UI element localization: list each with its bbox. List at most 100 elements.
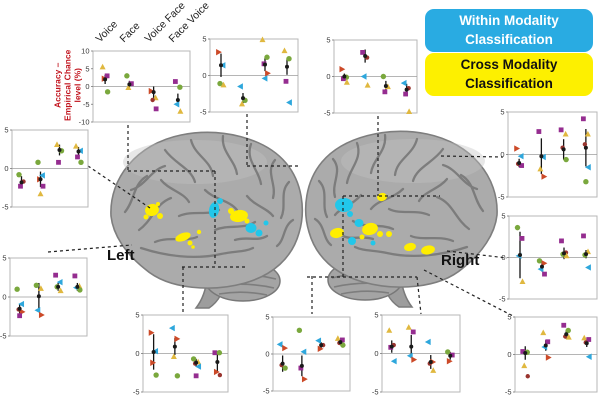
data-point-triangle-up [565,334,572,340]
axis-tick-label: 5 [374,311,378,320]
data-point-circle [124,73,130,79]
mean-marker [584,341,589,346]
group-voice [520,346,530,379]
legend-within-line2: Classification [465,31,553,47]
group-voice-face [424,338,437,373]
mean-marker [389,344,394,349]
data-point-triangle-left [168,324,175,332]
group-face-voice [445,349,455,365]
group-face-voice [581,233,591,271]
data-point-triangle-left [173,101,180,108]
mean-marker [285,64,289,69]
data-point-circle [35,159,41,166]
data-point-triangle-left [300,348,307,355]
group-voice [14,286,26,319]
data-point-triangle-left [400,79,407,87]
mean-marker [583,145,588,150]
data-point-triangle-left [18,300,25,308]
data-point-square [283,78,289,84]
axis-tick-label: -10 [79,118,90,127]
data-point-square [542,271,547,277]
mean-marker [299,363,304,368]
data-point-triangle-up [584,130,591,137]
right-brain-cross-modality-blobs [330,192,435,255]
data-point-circle [16,171,22,178]
group-face-voice [581,334,592,360]
scatter-plot-right-middle: 5 0 -5 [499,212,598,304]
group-face [536,129,548,180]
right-brain-illustration [304,130,499,309]
mean-marker [404,87,409,92]
mean-marker [38,177,43,182]
data-point-circle [153,372,159,378]
region-connector-lines [47,114,516,318]
data-point-circle [380,73,387,80]
scatter-plot-top-right: 5 0 -5 [324,36,418,118]
data-point-triangle-up [54,141,60,148]
axis-tick-label: 5 [4,126,8,135]
data-point-triangle-up [406,108,413,114]
data-point-square [340,76,346,82]
data-point-triangle-left [195,363,202,370]
axis-tick-label: 0 [85,82,89,91]
axis-tick-label: -5 [133,388,140,397]
data-point-square [449,352,455,358]
data-point-circle [174,373,181,379]
data-point-triangle-left [237,83,243,90]
group-face [536,258,548,277]
axis-tick-label: 5 [2,254,6,263]
data-point-triangle-right [216,48,222,56]
mean-marker [523,351,528,355]
group-face [360,49,371,88]
data-point-square [17,313,23,319]
data-point-circle [14,286,20,292]
group-face-voice [334,335,346,348]
axis-tick-label: -5 [498,193,505,202]
mean-marker [151,349,156,354]
legend-within-modality: Within Modality Classification [425,9,593,52]
left-brain-illustration [109,131,304,310]
data-point-triangle-up [343,79,350,85]
data-point-square [75,154,80,160]
group-voice-face [259,36,271,82]
mean-marker [57,148,62,153]
data-point-circle [78,159,84,166]
data-point-triangle-up [37,285,44,291]
left-hemisphere-label: Left [107,247,135,264]
axis-tick-label: 5 [265,313,269,322]
axis-tick-label: -5 [499,295,506,304]
data-point-square [104,73,110,79]
mean-marker [562,251,566,256]
mean-marker [103,77,108,82]
group-voice [216,48,227,88]
axis-tick-label: 10 [81,47,89,56]
data-point-circle [264,54,270,60]
data-point-triangle-up [364,82,371,88]
y-axis-label-line1: Accuracy – [52,62,63,108]
data-point-circle [217,80,223,87]
axis-tick-label: 5 [500,108,504,117]
data-point-triangle-left [34,307,41,314]
data-point-triangle-up [37,190,44,197]
group-face-voice [72,273,83,293]
axis-tick-label: 5 [202,35,206,44]
data-point-triangle-left [276,341,283,348]
data-point-square [72,273,78,279]
data-point-triangle-right [545,354,552,361]
group-voice [148,329,159,378]
group-voice [386,327,397,365]
group-face-voice [73,142,84,166]
axis-tick-label: 5 [326,36,330,45]
data-point-square [559,238,564,244]
mean-marker [342,74,347,79]
mean-marker [518,253,522,258]
data-point-triangle-right [317,345,324,353]
data-point-triangle-left [360,73,367,80]
data-point-triangle-right [38,311,45,319]
data-point-circle [296,327,303,334]
mean-marker [175,97,180,102]
mean-marker [409,344,414,349]
data-point-triangle-up [581,334,588,341]
group-voice [514,224,526,284]
scatter-plot-bottom-left: 5 0 -5 [133,311,229,397]
